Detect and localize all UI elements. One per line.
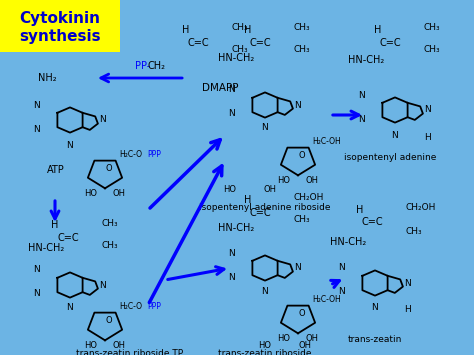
Text: CH₃: CH₃ (102, 219, 118, 229)
Text: C=C: C=C (379, 38, 401, 48)
Text: C=C: C=C (57, 233, 79, 243)
Text: ATP: ATP (47, 165, 65, 175)
Text: H: H (244, 25, 252, 35)
Text: trans-zeatin riboside: trans-zeatin riboside (218, 349, 312, 355)
Text: N: N (34, 126, 40, 135)
Text: H: H (405, 306, 411, 315)
Text: trans-zeatin riboside TP: trans-zeatin riboside TP (76, 349, 183, 355)
Text: N: N (338, 288, 346, 296)
Text: N: N (228, 109, 236, 119)
Text: OH: OH (299, 340, 311, 350)
Text: N: N (262, 288, 268, 296)
Text: N: N (338, 263, 346, 273)
Text: H: H (51, 220, 59, 230)
Text: CH₃: CH₃ (424, 45, 441, 55)
Text: HN-CH₂: HN-CH₂ (218, 223, 254, 233)
Text: NH₂: NH₂ (38, 73, 56, 83)
Text: N: N (228, 273, 236, 283)
Text: N: N (262, 124, 268, 132)
Text: N: N (228, 248, 236, 257)
Text: isopentenyl adenine: isopentenyl adenine (344, 153, 436, 163)
Text: CH₃: CH₃ (102, 241, 118, 251)
Text: OH: OH (306, 176, 319, 185)
Text: C=C: C=C (249, 208, 271, 218)
Text: CH₃: CH₃ (406, 228, 423, 236)
Text: HN-CH₂: HN-CH₂ (218, 53, 254, 63)
Text: N: N (34, 266, 40, 274)
Text: H₂C-OH: H₂C-OH (312, 295, 341, 304)
Text: HO: HO (277, 334, 290, 343)
Text: O: O (299, 151, 305, 160)
Text: N: N (100, 115, 106, 125)
Text: N: N (392, 131, 398, 140)
Text: PPP: PPP (147, 149, 161, 159)
Text: C=C: C=C (249, 38, 271, 48)
Text: H₂C-O: H₂C-O (119, 302, 142, 311)
Text: PPP: PPP (147, 302, 161, 311)
Text: N: N (100, 280, 106, 289)
Text: CH₂: CH₂ (148, 61, 166, 71)
Text: N: N (228, 86, 236, 94)
Text: N: N (67, 141, 73, 149)
Text: HN-CH₂: HN-CH₂ (348, 55, 384, 65)
Text: Cytokinin: Cytokinin (19, 11, 100, 26)
Text: trans-zeatin: trans-zeatin (348, 335, 402, 344)
Text: C=C: C=C (361, 217, 383, 227)
Text: N: N (425, 105, 431, 115)
Text: CH₃: CH₃ (232, 23, 249, 33)
Text: H₂C-O: H₂C-O (119, 149, 142, 159)
Text: isopentenyl adenine riboside: isopentenyl adenine riboside (199, 202, 331, 212)
Text: H: H (182, 25, 190, 35)
Text: H: H (244, 195, 252, 205)
Text: synthesis: synthesis (19, 29, 101, 44)
Text: CH₂OH: CH₂OH (294, 193, 324, 202)
Text: CH₃: CH₃ (232, 45, 249, 55)
Text: PP-: PP- (135, 61, 150, 71)
Text: HO: HO (224, 186, 237, 195)
Text: N: N (359, 91, 365, 99)
Text: H: H (425, 133, 431, 142)
Text: CH₃: CH₃ (294, 215, 310, 224)
Text: CH₃: CH₃ (424, 23, 441, 33)
Text: H: H (356, 205, 364, 215)
Text: O: O (106, 164, 112, 173)
Text: N: N (372, 302, 378, 311)
Bar (0, 0, 120, 52)
Text: N: N (295, 100, 301, 109)
Text: OH: OH (113, 341, 126, 350)
Text: HN-CH₂: HN-CH₂ (330, 237, 366, 247)
Text: N: N (405, 279, 411, 288)
Text: H₂C-OH: H₂C-OH (312, 137, 341, 146)
Text: HO: HO (84, 189, 97, 198)
Text: O: O (299, 309, 305, 318)
Text: N: N (295, 263, 301, 273)
Text: OH: OH (264, 186, 276, 195)
Text: O: O (106, 316, 112, 325)
Text: H: H (374, 25, 382, 35)
Text: CH₂OH: CH₂OH (406, 203, 437, 213)
Text: HO: HO (277, 176, 290, 185)
Text: DMAPP: DMAPP (202, 83, 238, 93)
Text: OH: OH (113, 189, 126, 198)
Text: N: N (34, 289, 40, 299)
Text: HN-CH₂: HN-CH₂ (28, 243, 64, 253)
Text: C=C: C=C (187, 38, 209, 48)
Text: N: N (67, 304, 73, 312)
Text: N: N (359, 115, 365, 125)
Text: CH₃: CH₃ (294, 23, 310, 33)
Text: CH₃: CH₃ (294, 45, 310, 55)
Text: HO: HO (84, 341, 97, 350)
Text: OH: OH (306, 334, 319, 343)
Text: N: N (34, 100, 40, 109)
Text: HO: HO (258, 340, 272, 350)
